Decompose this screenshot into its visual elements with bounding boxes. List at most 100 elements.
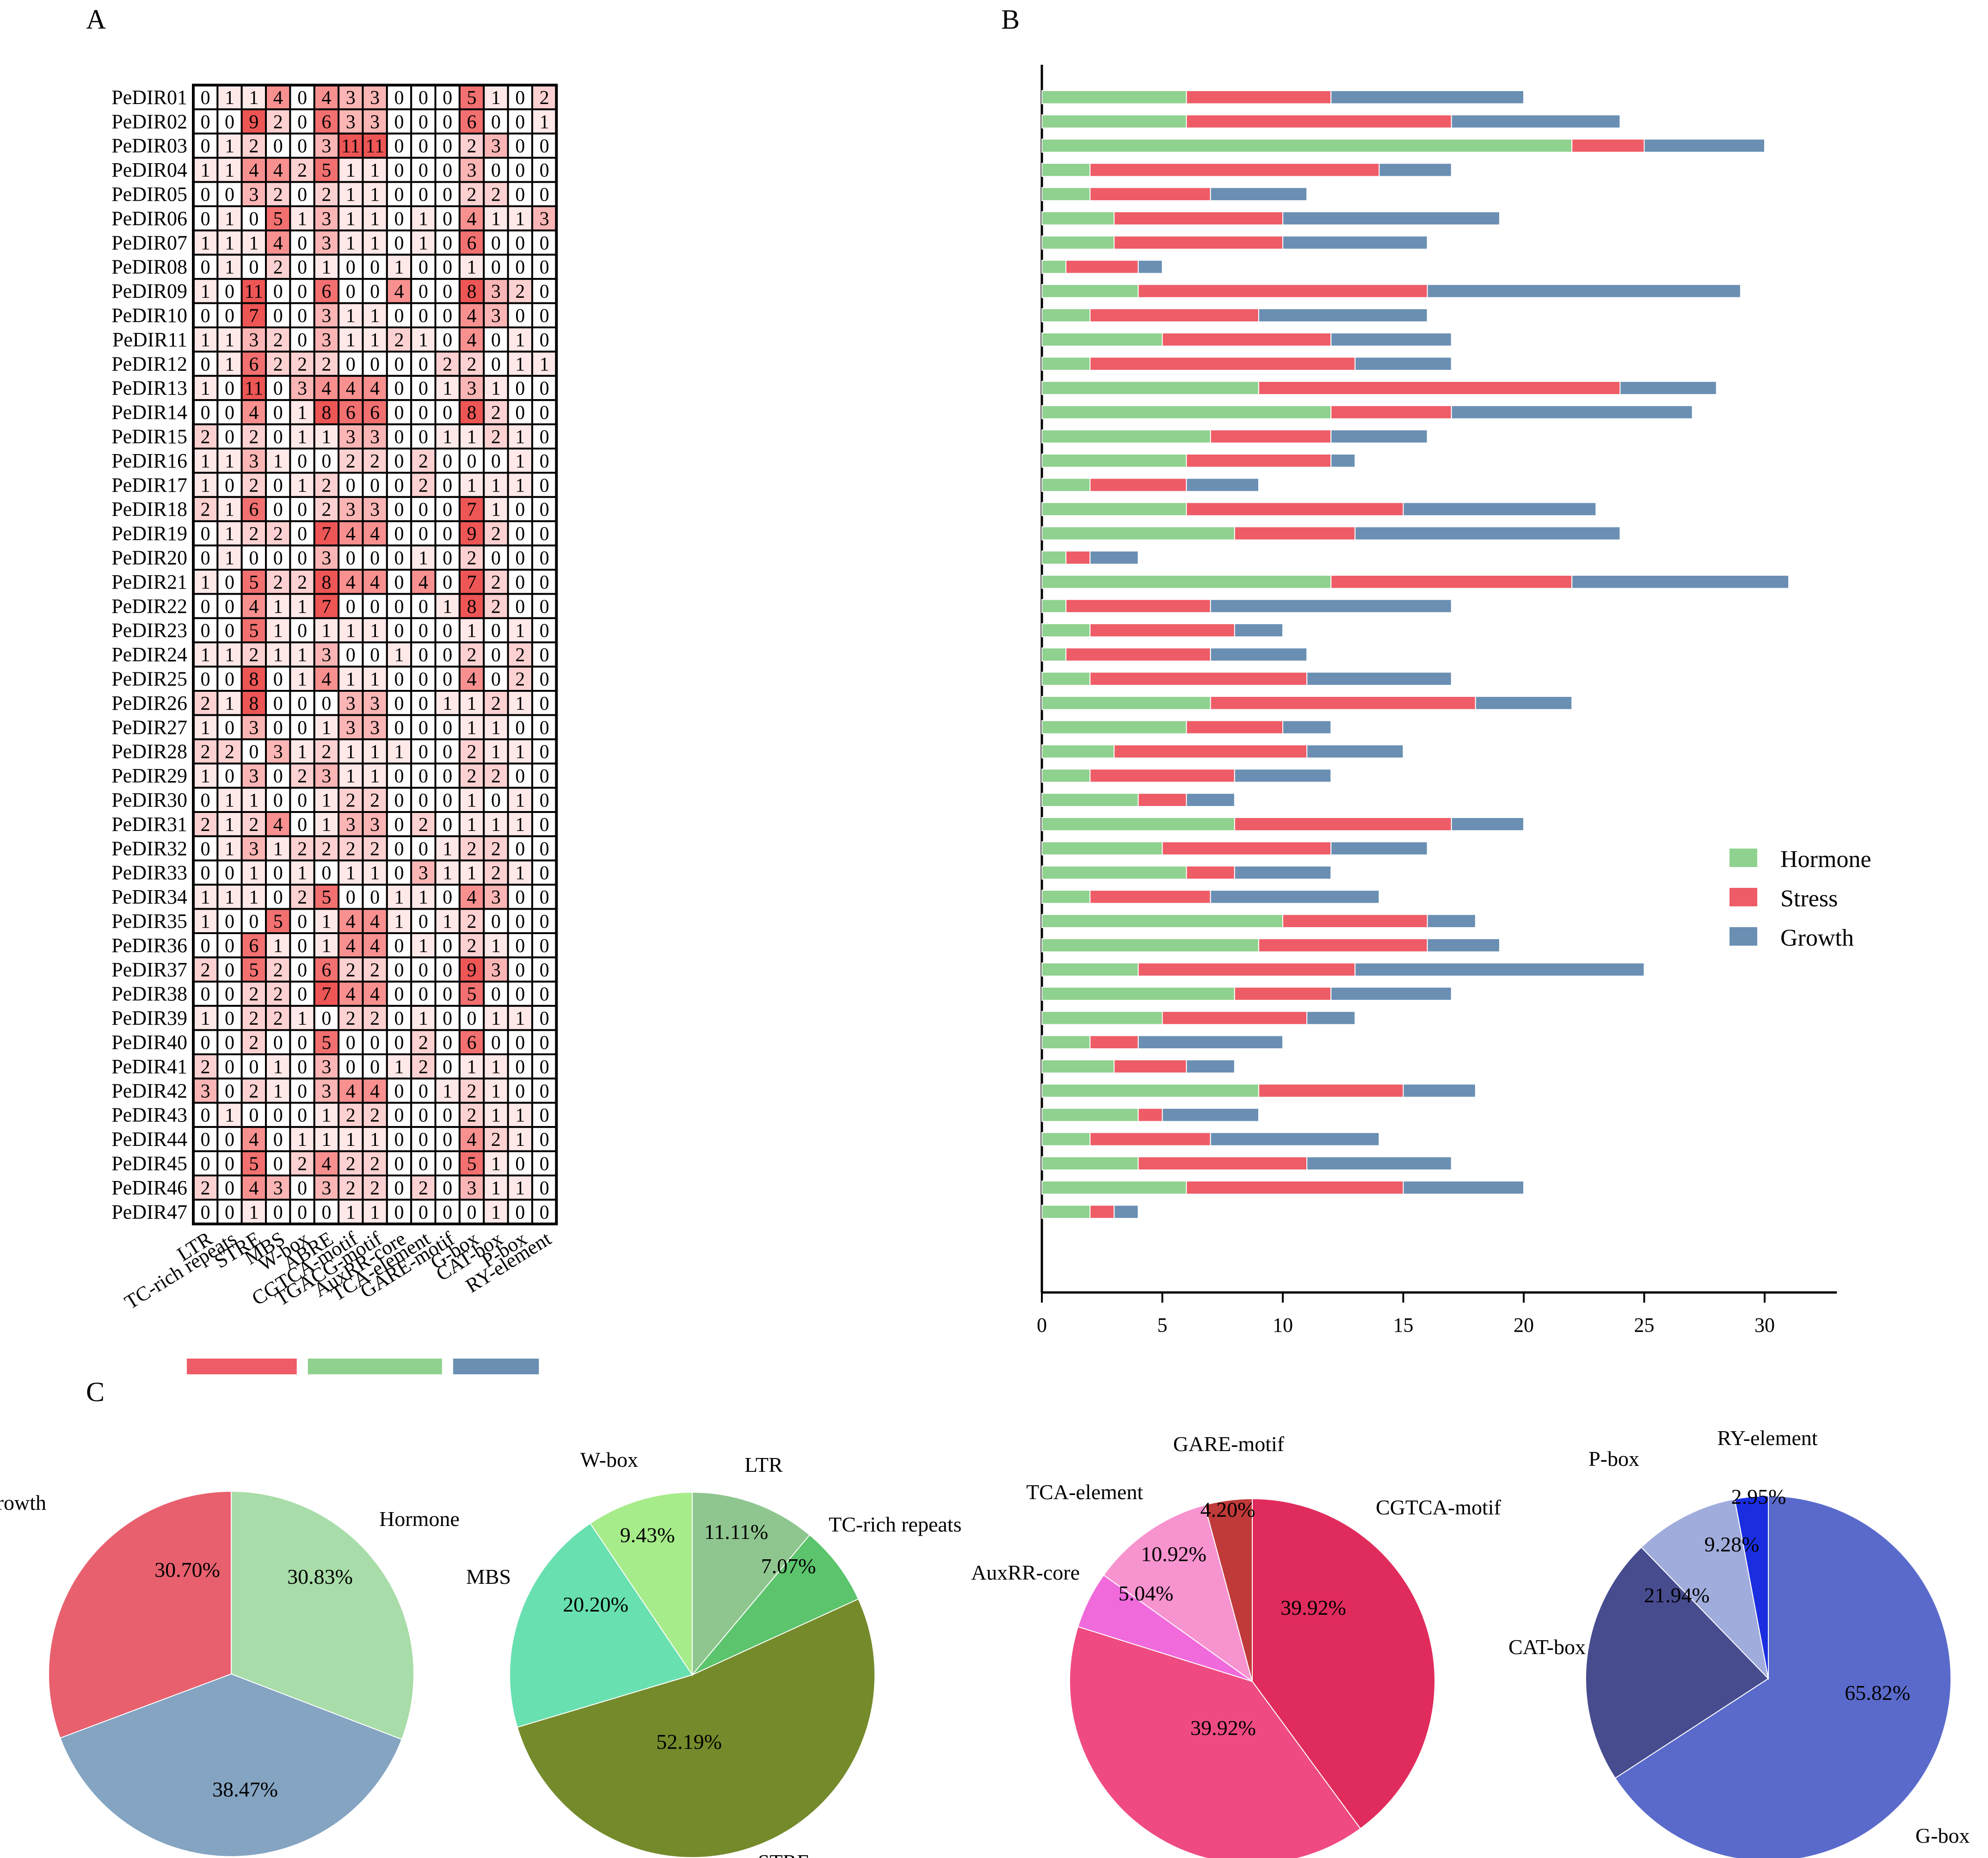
bar-stress xyxy=(1186,1181,1404,1195)
bar-hormone xyxy=(1041,454,1187,468)
heatmap-cell-value: 11 xyxy=(365,136,384,157)
bar-stress xyxy=(1258,938,1428,953)
heatmap-cell-value: 0 xyxy=(297,1178,307,1199)
heatmap-cell xyxy=(386,1029,412,1056)
bar-stress xyxy=(1210,429,1332,443)
bar-growth xyxy=(1089,550,1139,565)
heatmap-cell-value: 3 xyxy=(346,111,356,133)
pie-slice xyxy=(1103,1504,1253,1683)
heatmap-cell-value: 1 xyxy=(321,717,331,738)
legend-label-stress: Stress xyxy=(1780,886,1838,912)
heatmap-row-label: PeDIR44 xyxy=(111,1128,187,1150)
heatmap-cell xyxy=(386,472,412,498)
heatmap-cell-value: 0 xyxy=(540,1202,549,1223)
heatmap-cell-value: 3 xyxy=(491,960,501,981)
bar-growth xyxy=(1282,720,1332,734)
heatmap-cell-value: 2 xyxy=(491,523,501,545)
pie-value-label: 65.82% xyxy=(1845,1681,1910,1704)
heatmap-cell-value: 1 xyxy=(201,160,210,181)
heatmap-cell xyxy=(313,665,340,692)
heatmap-cell-value: 0 xyxy=(394,693,404,714)
heatmap-cell-value: 2 xyxy=(273,330,283,351)
heatmap-cell-value: 0 xyxy=(321,1008,331,1029)
heatmap-cell-value: 1 xyxy=(370,160,380,181)
heatmap-cell-value: 2 xyxy=(370,451,380,472)
heatmap-row-label: PeDIR14 xyxy=(111,401,187,424)
bar-hormone xyxy=(1041,914,1283,928)
heatmap-cell-value: 2 xyxy=(491,838,501,860)
heatmap-cell-value: 0 xyxy=(297,1105,307,1126)
bar-stress xyxy=(1282,914,1428,928)
heatmap-cell xyxy=(216,302,243,328)
heatmap-cell-value: 3 xyxy=(491,136,501,157)
heatmap-cell-value: 0 xyxy=(225,378,234,400)
heatmap-cell xyxy=(265,399,291,425)
heatmap-cell-value: 1 xyxy=(491,87,501,109)
heatmap-cell xyxy=(410,496,437,523)
heatmap-cell xyxy=(265,787,291,813)
heatmap-cell-value: 0 xyxy=(394,402,404,424)
heatmap-cell-value: 1 xyxy=(515,742,525,763)
heatmap-cell-value: 2 xyxy=(467,354,477,375)
heatmap-cell xyxy=(216,448,243,474)
heatmap-cell-value: 0 xyxy=(515,111,525,133)
heatmap-cell xyxy=(458,665,485,692)
heatmap-cell-value: 0 xyxy=(419,184,428,205)
heatmap-cell-value: 0 xyxy=(225,766,234,787)
bar-stress xyxy=(1114,211,1284,226)
heatmap-cell xyxy=(192,617,219,644)
bar-growth xyxy=(1282,235,1428,250)
heatmap-cell-value: 0 xyxy=(443,572,452,593)
heatmap-cell xyxy=(386,108,412,135)
heatmap-cell-value: 0 xyxy=(419,838,428,860)
heatmap-cell-value: 0 xyxy=(540,960,549,981)
heatmap-cell-value: 0 xyxy=(394,838,404,860)
bar-stress xyxy=(1186,720,1284,734)
heatmap-cell-value: 0 xyxy=(297,960,307,981)
heatmap-cell-value: 3 xyxy=(321,233,331,254)
bar-growth xyxy=(1354,526,1621,541)
pie-slice xyxy=(1069,1626,1361,1858)
heatmap-cell-value: 1 xyxy=(370,621,380,642)
heatmap-row-label: PeDIR45 xyxy=(111,1152,187,1175)
bar-hormone xyxy=(1041,502,1187,517)
bar-growth xyxy=(1234,865,1332,880)
heatmap-cell-value: 0 xyxy=(394,1178,404,1199)
heatmap-cell-value: 0 xyxy=(297,330,307,351)
heatmap-cell-value: 0 xyxy=(443,1178,452,1199)
pie-charts-panel: 30.83%38.47%30.70%HormoneStressGrowth11.… xyxy=(0,1426,1970,1858)
bar-hormone xyxy=(1041,841,1163,855)
heatmap-cell xyxy=(531,278,558,304)
heatmap-cell-value: 3 xyxy=(321,645,331,666)
heatmap-cell-value: 0 xyxy=(419,402,428,424)
heatmap-row-label: PeDIR05 xyxy=(111,183,187,205)
heatmap-cell-value: 0 xyxy=(273,1202,283,1223)
heatmap-cell-value: 0 xyxy=(225,305,234,326)
heatmap-cell-value: 1 xyxy=(540,111,549,133)
heatmap-cell-value: 1 xyxy=(491,935,501,957)
heatmap-cell xyxy=(240,278,267,304)
heatmap-cell-value: 0 xyxy=(540,1081,549,1102)
heatmap-cell-value: 5 xyxy=(321,160,331,181)
heatmap-cell-value: 0 xyxy=(419,111,428,133)
heatmap-cell-value: 0 xyxy=(249,911,259,932)
heatmap-cell xyxy=(458,835,485,861)
heatmap-cell-value: 0 xyxy=(515,1202,525,1223)
heatmap-cell-value: 1 xyxy=(225,160,234,181)
heatmap-row-label: PeDIR18 xyxy=(111,498,187,521)
heatmap-cell-value: 1 xyxy=(297,596,307,617)
bar-growth xyxy=(1451,817,1524,831)
heatmap-cell xyxy=(265,1126,291,1152)
heatmap-cell-value: 0 xyxy=(515,572,525,593)
heatmap-cell-value: 2 xyxy=(321,184,331,205)
heatmap-cell-value: 0 xyxy=(419,257,428,278)
heatmap-cell-value: 4 xyxy=(346,984,356,1005)
heatmap-cell xyxy=(386,908,412,934)
heatmap-cell-value: 0 xyxy=(297,717,307,738)
pie-slice xyxy=(692,1534,859,1675)
heatmap-cell-value: 0 xyxy=(201,1129,210,1150)
heatmap-cell xyxy=(507,205,533,232)
bar-stress xyxy=(1065,259,1139,274)
heatmap-row-label: PeDIR31 xyxy=(111,813,187,836)
heatmap-cell-value: 5 xyxy=(321,887,331,908)
